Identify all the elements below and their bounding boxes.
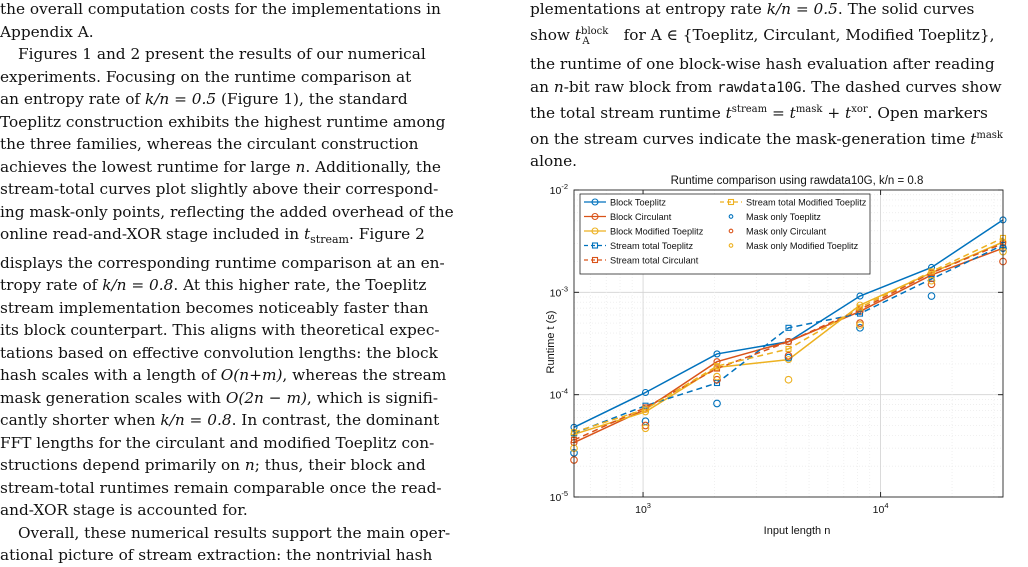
data-point-circle [927, 276, 936, 285]
legend-marker [591, 227, 599, 235]
legend-marker [727, 198, 735, 206]
series-stream-total-modified-toeplitz [570, 234, 1007, 436]
data-point-square [785, 324, 792, 331]
legend-item: Block Circulant [584, 212, 672, 222]
legend-marker [728, 243, 734, 248]
figure-caption: plementations at entropy rate k/n = 0.5.… [530, 0, 1003, 171]
runtime-chart: Runtime comparison using rawdata10G, k/n… [532, 172, 1028, 552]
data-point-square [785, 338, 792, 345]
paragraph: the overall computation costs for the im… [0, 0, 441, 41]
chart-title: Runtime comparison using rawdata10G, k/n… [671, 175, 924, 187]
data-point-circle [641, 424, 650, 433]
data-point-circle [784, 375, 793, 384]
data-point-square [713, 363, 721, 370]
data-point-circle [856, 321, 864, 329]
legend-label: Mask only Modified Toeplitz [746, 241, 859, 251]
legend-marker [591, 256, 599, 264]
legend-item: Stream total Modified Toeplitz [720, 198, 867, 208]
legend-box [579, 193, 871, 275]
data-point-square [928, 268, 935, 275]
legend-item: Mask only Toeplitz [728, 212, 821, 222]
y-tick-label: 10-4 [550, 387, 568, 402]
data-point-circle [713, 372, 721, 381]
data-point-circle [856, 292, 864, 300]
data-point-circle [927, 292, 936, 300]
paragraph: Overall, these numerical results support… [0, 523, 451, 565]
chart-svg: Runtime comparison using rawdata10G, k/n… [545, 175, 1007, 537]
left-column: the overall computation costs for the im… [0, 0, 497, 567]
x-axis-label: Input length n [764, 525, 831, 537]
legend-label: Stream total Toeplitz [610, 241, 693, 251]
data-point-circle [713, 350, 721, 358]
legend-label: Stream total Circulant [610, 256, 699, 266]
data-point-square [856, 310, 864, 317]
legend-marker [591, 198, 599, 206]
legend-marker [591, 242, 599, 249]
axes-frame [573, 189, 1004, 498]
x-tick-label: 103 [635, 501, 651, 516]
y-tick-label: 10-2 [550, 182, 568, 197]
data-point-circle [641, 421, 650, 430]
paragraph: Figures 1 and 2 present the results of o… [0, 45, 454, 520]
series-line [573, 244, 1004, 434]
series-mask-only-toeplitz [570, 244, 1007, 457]
series-line [573, 237, 1004, 433]
data-point-circle [784, 351, 793, 360]
legend-label: Mask only Circulant [746, 227, 827, 237]
data-point-square [785, 345, 792, 352]
legend-item: Mask only Circulant [728, 227, 827, 237]
legend-item: Mask only Modified Toeplitz [728, 241, 859, 251]
legend: Block Toeplitz Block Circulant Block Modif… [579, 193, 871, 275]
legend-item: Stream total Toeplitz [584, 241, 693, 251]
data-point-circle [641, 388, 650, 397]
legend-label: Block Circulant [610, 212, 672, 222]
legend-label: Stream total Modified Toeplitz [746, 198, 867, 208]
x-tick-label: 104 [873, 501, 889, 516]
legend-label: Mask only Toeplitz [746, 212, 821, 222]
y-tick-label: 10-5 [550, 489, 568, 504]
data-point-circle [713, 375, 721, 384]
legend-label: Block Toeplitz [610, 198, 666, 208]
data-point-circle [927, 280, 936, 289]
data-point-square [856, 304, 864, 311]
data-point-square [642, 406, 649, 413]
data-point-square [713, 379, 721, 387]
legend-marker [591, 212, 599, 221]
data-point-circle [856, 323, 864, 332]
legend-label: Block Modified Toeplitz [610, 227, 704, 237]
series-line [573, 242, 1004, 441]
y-tick-label: 10-3 [550, 284, 568, 299]
legend-item: Block Toeplitz [584, 198, 666, 208]
legend-marker [728, 228, 734, 234]
y-axis-label: Runtime t (s) [545, 311, 557, 374]
legend-marker [728, 214, 734, 219]
legend-item: Block Modified Toeplitz [584, 227, 704, 237]
legend-item: Stream total Circulant [584, 256, 699, 266]
data-point-circle [713, 399, 721, 408]
